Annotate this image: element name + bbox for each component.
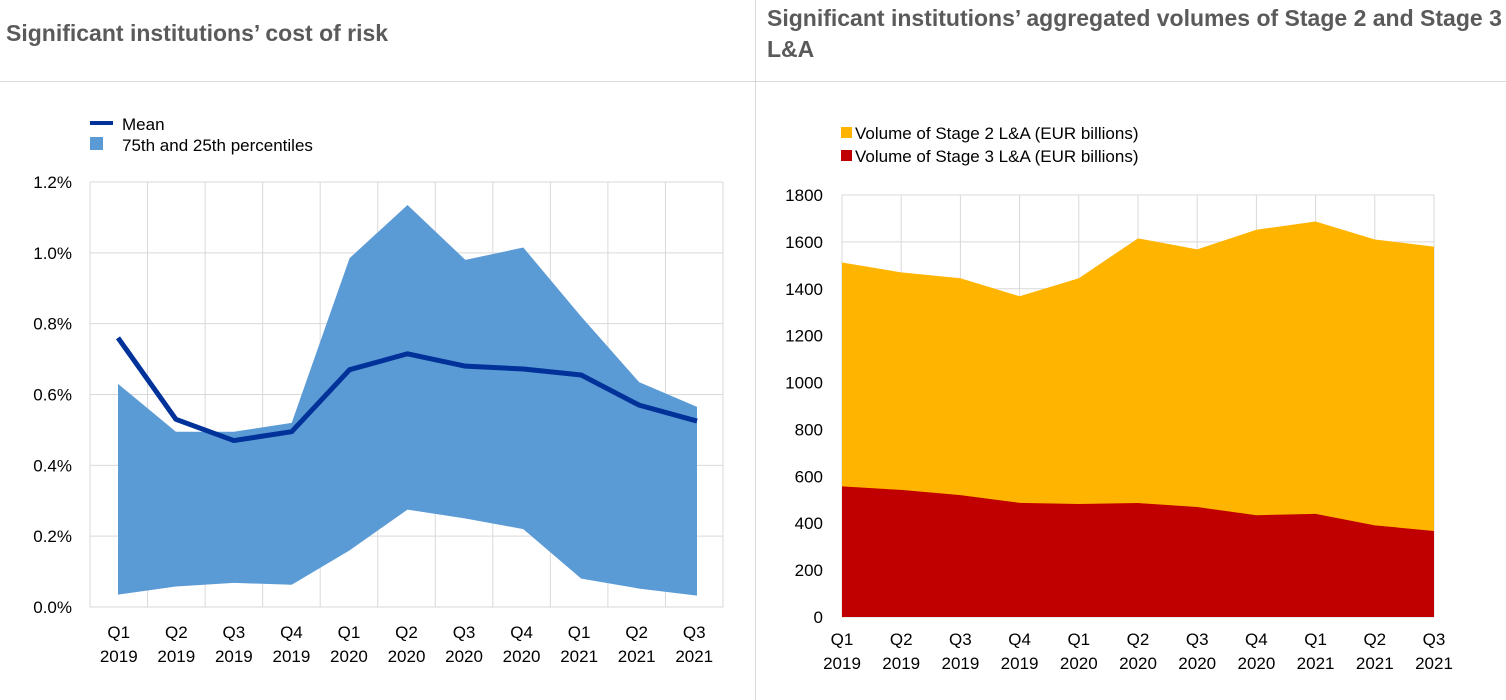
left-x-tick-label: Q1	[107, 623, 130, 642]
left-x-tick-label: Q2	[395, 623, 418, 642]
right-chart-legend: Volume of Stage 2 L&A (EUR billions) Vol…	[841, 124, 1138, 166]
right-x-tick-label: 2019	[941, 654, 979, 673]
legend-band-swatch	[90, 137, 103, 150]
right-x-tick-label: 2020	[1237, 654, 1275, 673]
right-chart-axis-labels: 0 200 400 600 800 1000 1200 1400 1600 1800 Q1 2019 Q…	[785, 186, 1453, 673]
left-x-tick-label: 2019	[272, 647, 310, 666]
legend-stage2-label: Volume of Stage 2 L&A (EUR billions)	[855, 124, 1138, 143]
right-y-tick-label: 1400	[785, 280, 823, 299]
left-x-tick-label: 2019	[215, 647, 253, 666]
legend-stage3-swatch	[841, 150, 852, 161]
left-x-tick-label: 2020	[388, 647, 426, 666]
left-x-tick-label: 2021	[618, 647, 656, 666]
right-y-tick-label: 600	[795, 467, 823, 486]
right-y-tick-label: 1000	[785, 374, 823, 393]
right-x-tick-label: Q3	[949, 630, 972, 649]
right-x-tick-label: 2020	[1060, 654, 1098, 673]
panel-divider	[755, 0, 756, 700]
left-x-tick-label: Q4	[510, 623, 533, 642]
right-x-tick-label: Q2	[1127, 630, 1150, 649]
left-x-tick-label: Q3	[223, 623, 246, 642]
left-y-tick-label: 0.4%	[33, 456, 72, 475]
left-x-tick-label: 2021	[560, 647, 598, 666]
right-x-tick-label: Q4	[1245, 630, 1268, 649]
right-x-tick-label: Q2	[890, 630, 913, 649]
left-x-tick-label: 2020	[330, 647, 368, 666]
legend-stage2-swatch	[841, 127, 852, 138]
right-y-tick-label: 200	[795, 561, 823, 580]
left-x-tick-label: 2019	[100, 647, 138, 666]
right-x-tick-label: Q3	[1186, 630, 1209, 649]
right-y-tick-label: 400	[795, 514, 823, 533]
left-x-tick-label: Q3	[453, 623, 476, 642]
left-x-tick-label: 2019	[157, 647, 195, 666]
right-x-tick-label: Q1	[831, 630, 854, 649]
mean-line	[115, 336, 698, 444]
right-x-tick-label: Q2	[1363, 630, 1386, 649]
left-chart-axis-labels: 0.0% 0.2% 0.4% 0.6% 0.8% 1.0% 1.2% Q1 2019 Q2 2019…	[33, 173, 713, 666]
left-x-tick-label: Q1	[338, 623, 361, 642]
left-x-tick-label: 2021	[675, 647, 713, 666]
right-x-tick-label: Q3	[1423, 630, 1446, 649]
right-x-tick-label: 2019	[1001, 654, 1039, 673]
percentile-band-area	[118, 205, 697, 596]
right-y-tick-label: 0	[814, 608, 823, 627]
left-x-tick-label: Q1	[568, 623, 591, 642]
right-x-tick-label: 2021	[1415, 654, 1453, 673]
left-y-tick-label: 1.0%	[33, 244, 72, 263]
right-x-tick-label: Q1	[1067, 630, 1090, 649]
right-x-tick-label: 2020	[1119, 654, 1157, 673]
left-chart-legend: Mean 75th and 25th percentiles	[90, 115, 313, 155]
left-y-tick-label: 0.8%	[33, 315, 72, 334]
legend-stage3-label: Volume of Stage 3 L&A (EUR billions)	[855, 147, 1138, 166]
left-x-tick-label: Q2	[625, 623, 648, 642]
legend-mean-label: Mean	[122, 115, 165, 134]
right-x-tick-label: 2021	[1297, 654, 1335, 673]
left-x-tick-label: Q3	[683, 623, 706, 642]
right-x-tick-label: Q4	[1008, 630, 1031, 649]
right-x-tick-label: 2019	[823, 654, 861, 673]
left-title-divider	[0, 81, 755, 82]
right-title-divider	[756, 81, 1506, 82]
right-y-tick-label: 1200	[785, 327, 823, 346]
left-y-tick-label: 1.2%	[33, 173, 72, 192]
right-y-tick-label: 800	[795, 420, 823, 439]
right-y-tick-label: 1600	[785, 233, 823, 252]
right-y-tick-label: 1800	[785, 186, 823, 205]
left-y-tick-label: 0.2%	[33, 527, 72, 546]
right-x-tick-label: 2021	[1356, 654, 1394, 673]
right-chart-title: Significant institutions’ aggregated vol…	[767, 5, 1502, 62]
left-x-tick-label: 2020	[445, 647, 483, 666]
legend-band-label: 75th and 25th percentiles	[122, 136, 313, 155]
stage3-area	[842, 486, 1434, 617]
right-x-tick-label: 2019	[882, 654, 920, 673]
left-y-tick-label: 0.0%	[33, 598, 72, 617]
left-x-tick-label: Q2	[165, 623, 188, 642]
left-y-tick-label: 0.6%	[33, 386, 72, 405]
left-chart-title: Significant institutions’ cost of risk	[6, 20, 389, 46]
left-x-tick-label: 2020	[503, 647, 541, 666]
right-x-tick-label: Q1	[1304, 630, 1327, 649]
right-x-tick-label: 2020	[1178, 654, 1216, 673]
left-x-tick-label: Q4	[280, 623, 303, 642]
